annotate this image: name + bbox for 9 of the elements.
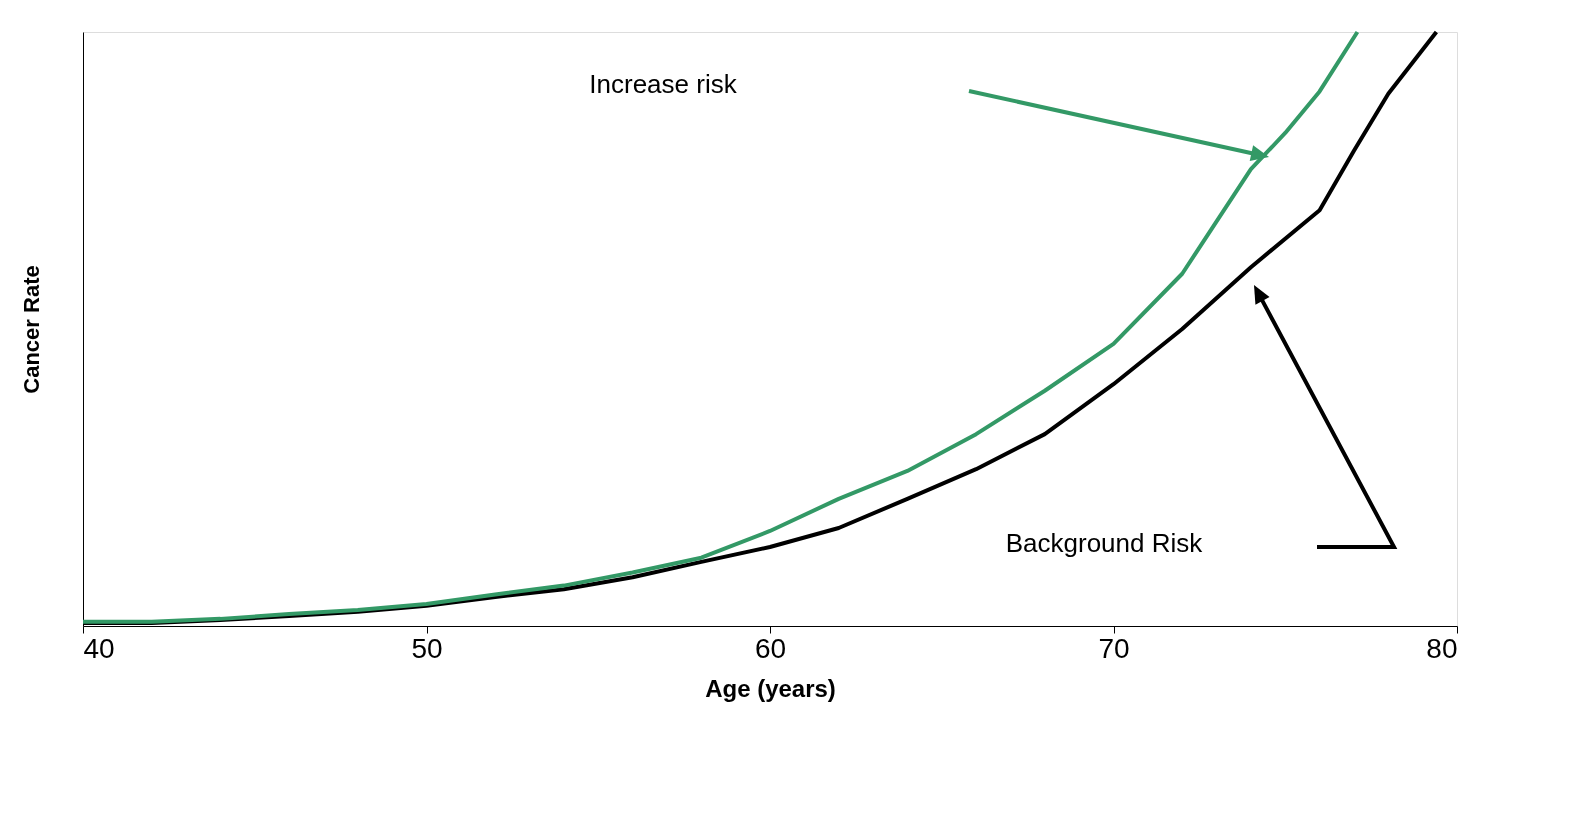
x-tick-label: 40 <box>83 632 115 664</box>
x-tick-label: 60 <box>754 632 787 664</box>
annotation: Background Risk <box>1005 528 1204 558</box>
x-axis-title: Age (years) <box>705 674 836 702</box>
x-tick-label: 80 <box>1426 632 1458 664</box>
x-tick-label: 50 <box>411 632 443 664</box>
x-tick-label: 70 <box>1098 632 1130 664</box>
y-axis-title: Cancer Rate <box>18 265 44 394</box>
annotation: Increase risk <box>589 69 738 99</box>
